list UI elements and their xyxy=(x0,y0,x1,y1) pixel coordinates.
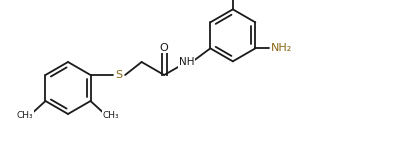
Text: NH₂: NH₂ xyxy=(270,43,292,53)
Text: O: O xyxy=(160,43,168,53)
Text: NH: NH xyxy=(179,57,194,67)
Text: CH₃: CH₃ xyxy=(17,111,33,120)
Text: CH₃: CH₃ xyxy=(102,111,119,120)
Text: S: S xyxy=(115,70,122,80)
